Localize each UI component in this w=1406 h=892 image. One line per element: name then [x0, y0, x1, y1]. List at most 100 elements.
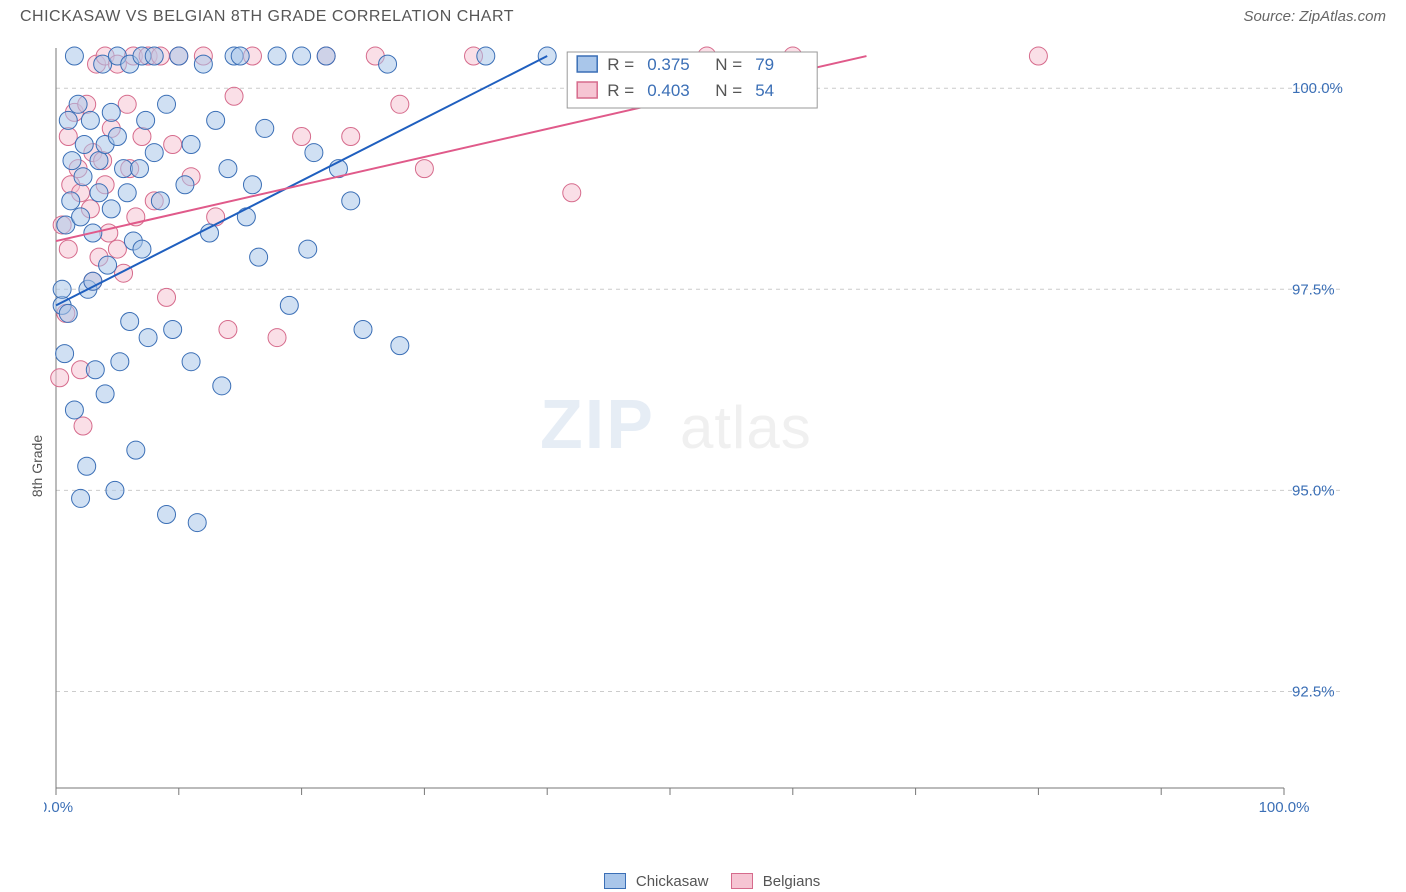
- chart-area: 8th Grade 92.5%95.0%97.5%100.0%ZIPatlas0…: [0, 40, 1406, 892]
- point-chickasaw: [188, 514, 206, 532]
- point-chickasaw: [69, 95, 87, 113]
- stats-swatch: [577, 56, 597, 72]
- point-chickasaw: [65, 47, 83, 65]
- point-chickasaw: [354, 321, 372, 339]
- stats-n-label: N =: [715, 81, 742, 100]
- legend-swatch-a: [604, 873, 626, 889]
- point-belgians: [563, 184, 581, 202]
- point-chickasaw: [106, 481, 124, 499]
- point-chickasaw: [342, 192, 360, 210]
- point-chickasaw: [151, 192, 169, 210]
- point-chickasaw: [72, 489, 90, 507]
- x-tick-label-left: 0.0%: [44, 799, 73, 816]
- point-chickasaw: [176, 176, 194, 194]
- point-chickasaw: [90, 184, 108, 202]
- point-chickasaw: [237, 208, 255, 226]
- point-chickasaw: [108, 127, 126, 145]
- point-chickasaw: [194, 55, 212, 73]
- point-belgians: [342, 127, 360, 145]
- point-chickasaw: [99, 256, 117, 274]
- y-tick-label: 95.0%: [1292, 482, 1335, 499]
- point-chickasaw: [477, 47, 495, 65]
- legend-label-a: Chickasaw: [636, 873, 709, 890]
- point-belgians: [74, 417, 92, 435]
- stats-n-label: N =: [715, 55, 742, 74]
- y-tick-label: 97.5%: [1292, 281, 1335, 298]
- stats-r-label: R =: [607, 55, 634, 74]
- point-chickasaw: [59, 304, 77, 322]
- point-belgians: [391, 95, 409, 113]
- point-belgians: [219, 321, 237, 339]
- y-axis-label: 8th Grade: [29, 435, 45, 497]
- point-chickasaw: [219, 160, 237, 178]
- point-chickasaw: [63, 152, 81, 170]
- point-chickasaw: [158, 95, 176, 113]
- point-chickasaw: [293, 47, 311, 65]
- point-chickasaw: [111, 353, 129, 371]
- point-chickasaw: [256, 119, 274, 137]
- point-belgians: [207, 208, 225, 226]
- point-belgians: [1029, 47, 1047, 65]
- point-chickasaw: [102, 200, 120, 218]
- point-belgians: [225, 87, 243, 105]
- point-chickasaw: [379, 55, 397, 73]
- point-chickasaw: [72, 208, 90, 226]
- point-chickasaw: [213, 377, 231, 395]
- point-chickasaw: [170, 47, 188, 65]
- point-chickasaw: [65, 401, 83, 419]
- point-chickasaw: [182, 136, 200, 154]
- point-chickasaw: [74, 168, 92, 186]
- point-chickasaw: [145, 144, 163, 162]
- legend-swatch-b: [731, 873, 753, 889]
- stats-swatch: [577, 82, 597, 98]
- point-chickasaw: [62, 192, 80, 210]
- point-chickasaw: [118, 184, 136, 202]
- point-belgians: [51, 369, 69, 387]
- point-chickasaw: [86, 361, 104, 379]
- x-tick-label-right: 100.0%: [1259, 799, 1310, 816]
- stats-box: [567, 52, 817, 108]
- point-chickasaw: [391, 337, 409, 355]
- point-chickasaw: [53, 280, 71, 298]
- point-chickasaw: [231, 47, 249, 65]
- point-belgians: [164, 136, 182, 154]
- stats-n-value: 54: [755, 81, 774, 100]
- point-chickasaw: [115, 160, 133, 178]
- point-belgians: [415, 160, 433, 178]
- point-chickasaw: [139, 329, 157, 347]
- trend-line-chickasaw: [56, 56, 547, 305]
- point-chickasaw: [137, 111, 155, 129]
- stats-n-value: 79: [755, 55, 774, 74]
- point-belgians: [59, 127, 77, 145]
- point-chickasaw: [299, 240, 317, 258]
- point-chickasaw: [250, 248, 268, 266]
- stats-r-value: 0.375: [647, 55, 690, 74]
- point-belgians: [268, 329, 286, 347]
- point-chickasaw: [317, 47, 335, 65]
- legend-bottom: Chickasaw Belgians: [0, 873, 1406, 890]
- point-chickasaw: [158, 506, 176, 524]
- point-chickasaw: [268, 47, 286, 65]
- point-belgians: [108, 240, 126, 258]
- point-belgians: [133, 127, 151, 145]
- point-belgians: [158, 288, 176, 306]
- point-chickasaw: [96, 385, 114, 403]
- point-chickasaw: [207, 111, 225, 129]
- point-chickasaw: [102, 103, 120, 121]
- legend-label-b: Belgians: [763, 873, 821, 890]
- point-chickasaw: [121, 312, 139, 330]
- y-tick-label: 100.0%: [1292, 80, 1343, 97]
- stats-r-value: 0.403: [647, 81, 690, 100]
- point-chickasaw: [81, 111, 99, 129]
- point-chickasaw: [131, 160, 149, 178]
- point-chickasaw: [145, 47, 163, 65]
- stats-r-label: R =: [607, 81, 634, 100]
- point-chickasaw: [133, 240, 151, 258]
- point-chickasaw: [280, 296, 298, 314]
- point-chickasaw: [90, 152, 108, 170]
- point-chickasaw: [78, 457, 96, 475]
- chart-title: CHICKASAW VS BELGIAN 8TH GRADE CORRELATI…: [20, 8, 514, 25]
- point-chickasaw: [305, 144, 323, 162]
- watermark-zip: ZIP: [540, 385, 655, 463]
- y-tick-label: 92.5%: [1292, 683, 1335, 700]
